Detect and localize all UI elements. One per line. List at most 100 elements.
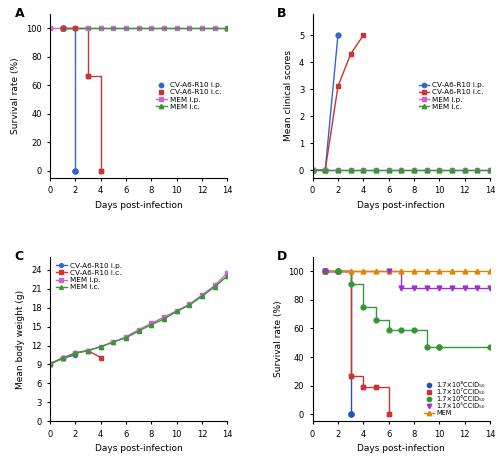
- Text: D: D: [277, 251, 287, 263]
- MEM i.p.: [224, 270, 230, 276]
- MEM i.c.: [161, 316, 167, 322]
- 1.7×10⁸CCID₅₀: [335, 268, 341, 274]
- 1.7×10⁷CCID₅₀: [348, 373, 354, 378]
- Line: CV-A6-R10 i.p.: CV-A6-R10 i.p.: [48, 353, 78, 366]
- MEM: [360, 268, 366, 274]
- 1.7×10⁶CCID₅₀: [436, 344, 442, 350]
- MEM i.p.: [199, 292, 205, 298]
- CV-A6-R10 i.c.: [335, 84, 341, 89]
- MEM i.p.: [161, 314, 167, 320]
- X-axis label: Days post-infection: Days post-infection: [95, 201, 182, 210]
- CV-A6-R10 i.c.: [72, 350, 78, 356]
- MEM i.c.: [424, 167, 430, 173]
- 1.7×10⁷CCID₅₀: [360, 384, 366, 390]
- 1.7×10⁵CCID₅₀: [322, 268, 328, 274]
- CV-A6-R10 i.p.: [72, 352, 78, 358]
- CV-A6-R10 i.p.: [335, 33, 341, 38]
- 1.7×10⁵CCID₅₀: [462, 286, 468, 291]
- MEM i.c.: [98, 344, 103, 349]
- MEM: [398, 268, 404, 274]
- MEM i.c.: [322, 167, 328, 173]
- 1.7×10⁶CCID₅₀: [360, 304, 366, 310]
- MEM i.p.: [411, 167, 417, 173]
- CV-A6-R10 i.p.: [310, 167, 316, 173]
- 1.7×10⁶CCID₅₀: [487, 344, 493, 350]
- 1.7×10⁷CCID₅₀: [373, 384, 379, 390]
- CV-A6-R10 i.c.: [60, 25, 66, 31]
- MEM i.p.: [85, 348, 91, 353]
- 1.7×10⁵CCID₅₀: [386, 268, 392, 274]
- CV-A6-R10 i.p.: [322, 167, 328, 173]
- CV-A6-R10 i.c.: [310, 167, 316, 173]
- MEM i.p.: [424, 167, 430, 173]
- MEM i.p.: [199, 25, 205, 31]
- Text: C: C: [14, 251, 24, 263]
- CV-A6-R10 i.p.: [72, 168, 78, 174]
- MEM: [462, 268, 468, 274]
- CV-A6-R10 i.p.: [60, 25, 66, 31]
- CV-A6-R10 i.c.: [60, 355, 66, 361]
- CV-A6-R10 i.c.: [360, 33, 366, 38]
- MEM i.c.: [60, 355, 66, 361]
- Legend: CV-A6-R10 i.p., CV-A6-R10 i.c., MEM i.p., MEM i.c.: CV-A6-R10 i.p., CV-A6-R10 i.c., MEM i.p.…: [154, 80, 224, 112]
- Line: MEM i.c.: MEM i.c.: [48, 274, 230, 366]
- Legend: CV-A6-R10 i.p., CV-A6-R10 i.c., MEM i.p., MEM i.c.: CV-A6-R10 i.p., CV-A6-R10 i.c., MEM i.p.…: [416, 80, 486, 112]
- MEM i.c.: [174, 309, 180, 314]
- MEM i.p.: [60, 25, 66, 31]
- MEM i.p.: [186, 25, 192, 31]
- MEM i.c.: [47, 361, 53, 366]
- MEM i.c.: [136, 328, 141, 334]
- MEM i.c.: [474, 167, 480, 173]
- MEM i.c.: [123, 335, 129, 341]
- MEM: [449, 268, 455, 274]
- X-axis label: Days post-infection: Days post-infection: [358, 444, 445, 453]
- MEM i.p.: [174, 308, 180, 313]
- 1.7×10⁵CCID₅₀: [436, 286, 442, 291]
- 1.7×10⁵CCID₅₀: [398, 286, 404, 291]
- MEM i.c.: [335, 167, 341, 173]
- MEM i.c.: [487, 167, 493, 173]
- MEM i.c.: [85, 348, 91, 353]
- Line: MEM i.p.: MEM i.p.: [48, 271, 230, 366]
- 1.7×10⁷CCID₅₀: [322, 268, 328, 274]
- MEM i.p.: [72, 350, 78, 356]
- MEM i.p.: [123, 334, 129, 339]
- CV-A6-R10 i.p.: [60, 355, 66, 361]
- MEM i.c.: [224, 273, 230, 279]
- MEM i.p.: [72, 25, 78, 31]
- Line: MEM i.p.: MEM i.p.: [310, 168, 492, 173]
- MEM i.c.: [348, 167, 354, 173]
- Line: CV-A6-R10 i.p.: CV-A6-R10 i.p.: [60, 26, 78, 174]
- MEM i.p.: [174, 25, 180, 31]
- MEM i.c.: [462, 167, 468, 173]
- CV-A6-R10 i.c.: [47, 361, 53, 366]
- 1.7×10⁷CCID₅₀: [386, 411, 392, 417]
- 1.7×10⁶CCID₅₀: [348, 281, 354, 287]
- MEM i.c.: [360, 167, 366, 173]
- Text: B: B: [277, 7, 286, 20]
- Line: CV-A6-R10 i.c.: CV-A6-R10 i.c.: [60, 26, 103, 174]
- MEM: [386, 268, 392, 274]
- MEM i.p.: [360, 167, 366, 173]
- MEM: [424, 268, 430, 274]
- 1.7×10⁷CCID₅₀: [386, 411, 392, 417]
- Line: MEM i.p.: MEM i.p.: [48, 26, 230, 31]
- 1.7×10⁶CCID₅₀: [386, 327, 392, 333]
- Line: 1.7×10⁶CCID₅₀: 1.7×10⁶CCID₅₀: [323, 269, 492, 349]
- MEM i.p.: [348, 167, 354, 173]
- MEM i.c.: [449, 167, 455, 173]
- Line: CV-A6-R10 i.c.: CV-A6-R10 i.c.: [48, 349, 103, 366]
- MEM i.c.: [148, 322, 154, 327]
- MEM i.c.: [436, 167, 442, 173]
- Line: MEM: MEM: [323, 269, 492, 274]
- Legend: 1.7×10⁸CCID₅₀, 1.7×10⁷CCID₅₀, 1.7×10⁶CCID₅₀, 1.7×10⁵CCID₅₀, MEM: 1.7×10⁸CCID₅₀, 1.7×10⁷CCID₅₀, 1.7×10⁶CCI…: [422, 380, 486, 418]
- CV-A6-R10 i.c.: [322, 167, 328, 173]
- MEM i.p.: [322, 167, 328, 173]
- 1.7×10⁶CCID₅₀: [335, 268, 341, 274]
- MEM i.c.: [398, 167, 404, 173]
- MEM i.p.: [136, 327, 141, 333]
- Text: A: A: [14, 7, 24, 20]
- 1.7×10⁶CCID₅₀: [322, 268, 328, 274]
- Y-axis label: Mean clinical scores: Mean clinical scores: [284, 50, 294, 142]
- MEM i.p.: [474, 167, 480, 173]
